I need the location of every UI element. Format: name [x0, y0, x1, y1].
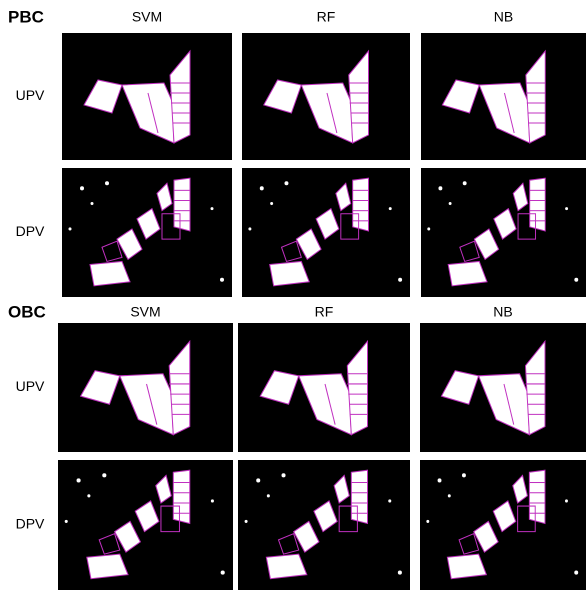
column-header: SVM [130, 304, 160, 320]
section-title: PBC [8, 7, 44, 26]
column-header: RF [315, 304, 334, 320]
column-header: NB [493, 304, 512, 320]
row-label: UPV [16, 87, 45, 103]
row-label: DPV [16, 223, 45, 239]
column-header: NB [494, 9, 513, 25]
column-header: SVM [132, 9, 162, 25]
section-title: OBC [8, 302, 46, 321]
row-label: UPV [16, 378, 45, 394]
figure: PBC SVM RF NB UPV DPV OBC SVM RF NB UPV DPV [0, 0, 586, 590]
column-header: RF [317, 9, 336, 25]
row-label: DPV [16, 516, 45, 532]
